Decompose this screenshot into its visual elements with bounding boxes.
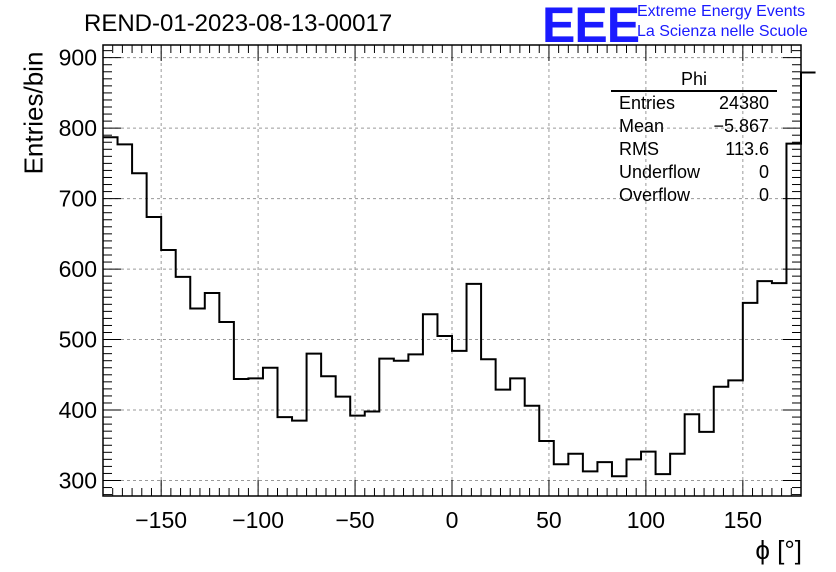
x-tick-label: 50 <box>536 507 562 533</box>
y-tick-label: 300 <box>59 467 97 493</box>
x-tick-label: −50 <box>336 507 375 533</box>
y-tick-label: 700 <box>59 186 97 212</box>
x-tick-label: −150 <box>135 507 187 533</box>
stats-label: Underflow <box>619 162 701 182</box>
stats-title: Phi <box>611 70 777 92</box>
stats-value: 24380 <box>718 93 769 113</box>
x-tick-label: 150 <box>724 507 762 533</box>
y-tick-label: 400 <box>59 397 97 423</box>
stats-row-rms: RMS 113.6 <box>611 138 777 161</box>
plot-frame <box>102 44 802 497</box>
eee-logo-mark: EEE <box>542 0 640 53</box>
x-axis-label: ϕ [°] <box>755 535 802 565</box>
stats-row-mean: Mean −5.867 <box>611 115 777 138</box>
y-tick-label: 800 <box>59 115 97 141</box>
logo-line-2: La Scienza nelle Scuole <box>637 23 808 40</box>
stats-box: Phi Entries 24380 Mean −5.867 RMS 113.6 … <box>611 70 777 207</box>
y-tick-label: 600 <box>59 256 97 282</box>
stats-label: RMS <box>619 139 659 159</box>
stats-label: Mean <box>619 116 665 136</box>
x-tick-label: 100 <box>627 507 665 533</box>
stats-row-entries: Entries 24380 <box>611 92 777 115</box>
chart-title: REND-01-2023-08-13-00017 <box>84 10 393 37</box>
stats-value: 0 <box>758 185 769 205</box>
histogram-series-line <box>103 71 816 478</box>
x-tick-label: 0 <box>446 507 459 533</box>
stats-row-underflow: Underflow 0 <box>611 161 777 184</box>
stats-label: Entries <box>619 93 676 113</box>
stats-row-overflow: Overflow 0 <box>611 184 777 207</box>
y-tick-label: 500 <box>59 327 97 353</box>
x-tick-label: −100 <box>232 507 284 533</box>
y-axis-label: Entries/bin <box>18 51 49 175</box>
stats-value: 113.6 <box>725 139 769 159</box>
eee-logo-text: Extreme Energy Events La Scienza nelle S… <box>637 2 808 42</box>
stats-label: Overflow <box>619 185 691 205</box>
logo-line-1: Extreme Energy Events <box>637 3 806 20</box>
y-tick-label: 900 <box>59 45 97 71</box>
stats-value: 0 <box>758 162 769 182</box>
stats-value: −5.867 <box>713 116 769 136</box>
